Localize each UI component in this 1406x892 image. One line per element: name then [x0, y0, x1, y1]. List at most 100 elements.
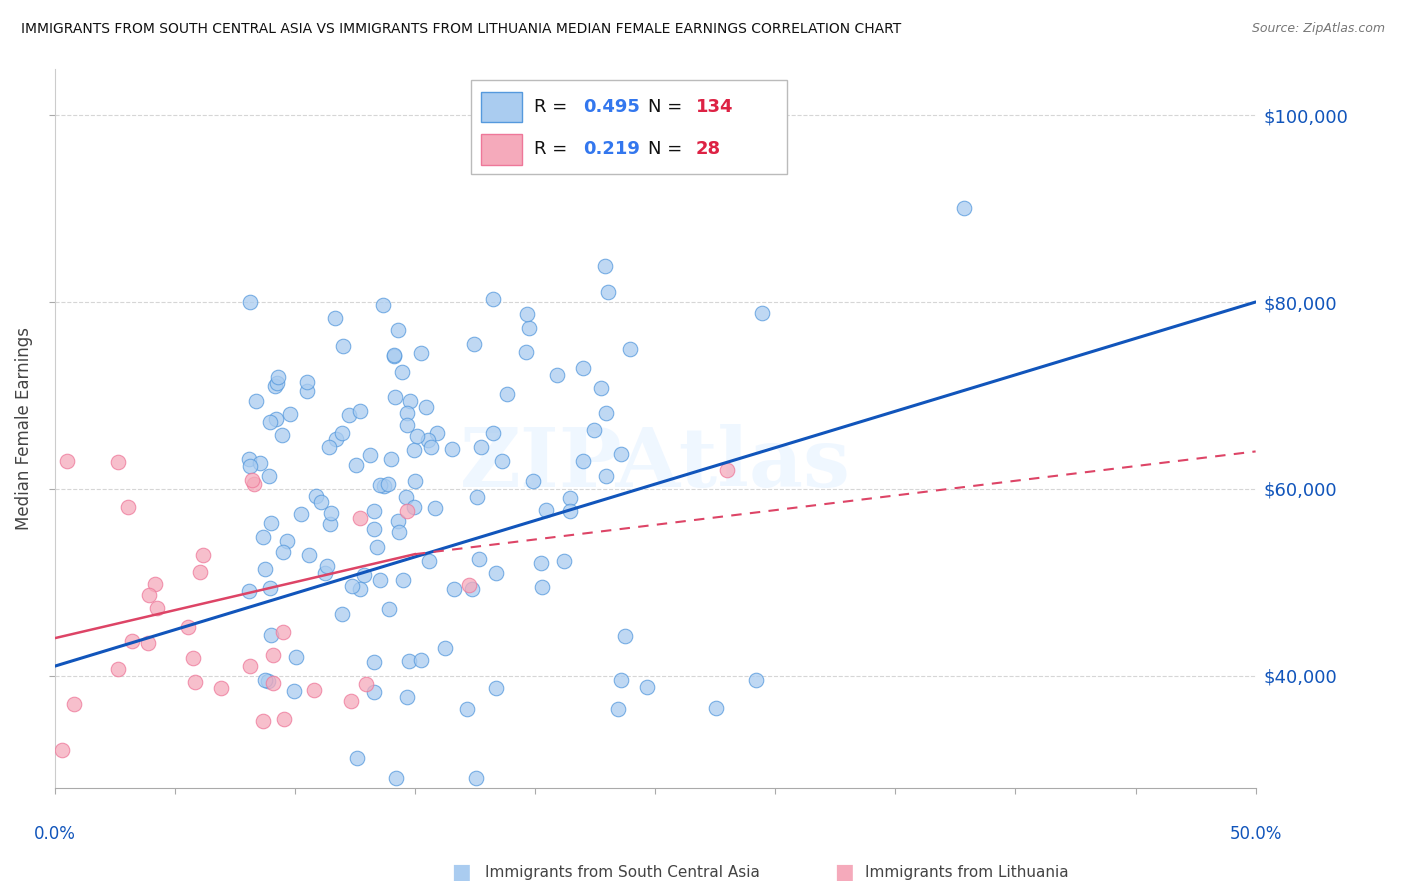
Point — [465, 772, 488, 786]
Text: 0.219: 0.219 — [583, 140, 640, 158]
Point — [273, 712, 295, 726]
Point — [267, 369, 290, 384]
Point — [387, 323, 409, 337]
Point — [259, 415, 281, 429]
Point — [337, 409, 360, 423]
Point — [262, 648, 284, 662]
Point — [553, 554, 575, 568]
Point — [481, 292, 503, 306]
Point — [240, 473, 263, 487]
Point — [190, 566, 212, 580]
Point — [302, 682, 325, 697]
Point — [434, 641, 457, 656]
Point — [239, 458, 262, 473]
Point — [744, 673, 766, 687]
Point — [517, 320, 540, 334]
Point — [716, 463, 738, 477]
Point — [395, 490, 418, 504]
Point — [363, 685, 385, 699]
Point — [349, 511, 371, 525]
Point — [278, 407, 301, 421]
Point — [593, 260, 616, 274]
Point — [290, 507, 312, 521]
Point — [249, 456, 271, 470]
Point — [276, 534, 298, 549]
Point — [485, 566, 508, 580]
Text: ■: ■ — [451, 863, 471, 882]
Point — [609, 673, 631, 688]
Point — [522, 474, 544, 488]
Point — [368, 574, 391, 588]
Point — [242, 476, 264, 491]
Point — [209, 681, 232, 695]
Text: N =: N = — [648, 98, 688, 116]
Point — [595, 406, 617, 420]
Point — [245, 393, 267, 408]
Point — [256, 673, 278, 688]
Point — [377, 477, 399, 491]
Point — [271, 625, 294, 640]
Point — [418, 554, 440, 568]
Point — [395, 504, 418, 518]
Point — [614, 629, 637, 643]
Point — [295, 375, 318, 389]
Point — [330, 607, 353, 621]
Point — [384, 348, 406, 362]
Point — [458, 578, 481, 592]
Text: 0.495: 0.495 — [583, 98, 640, 116]
Point — [441, 442, 464, 456]
Point — [546, 368, 568, 383]
Text: ZIPAtlas: ZIPAtlas — [460, 424, 851, 504]
Point — [346, 458, 368, 473]
Point — [392, 573, 415, 587]
Point — [238, 583, 260, 598]
Point — [332, 338, 354, 352]
Point — [264, 379, 287, 393]
Point — [181, 651, 204, 665]
Point — [465, 491, 488, 505]
Point — [252, 530, 274, 544]
Point — [353, 568, 375, 582]
Point — [346, 751, 368, 765]
Point — [193, 548, 215, 562]
Point — [558, 491, 581, 505]
Point — [314, 566, 336, 580]
Point — [283, 684, 305, 698]
Point — [485, 681, 508, 695]
Point — [177, 620, 200, 634]
Point — [366, 540, 388, 554]
Text: Immigrants from Lithuania: Immigrants from Lithuania — [865, 865, 1069, 880]
Point — [284, 649, 307, 664]
Point — [572, 360, 595, 375]
Text: IMMIGRANTS FROM SOUTH CENTRAL ASIA VS IMMIGRANTS FROM LITHUANIA MEDIAN FEMALE EA: IMMIGRANTS FROM SOUTH CENTRAL ASIA VS IM… — [21, 22, 901, 37]
Point — [373, 478, 395, 492]
Point — [636, 680, 658, 694]
Point — [515, 345, 537, 359]
Point — [388, 524, 411, 539]
Point — [239, 659, 262, 673]
Point — [415, 400, 437, 414]
Point — [953, 202, 976, 216]
Point — [107, 662, 129, 676]
Point — [482, 425, 505, 440]
Point — [295, 384, 318, 398]
Point — [330, 426, 353, 441]
Point — [619, 343, 641, 357]
Point — [363, 655, 385, 669]
Point — [420, 440, 443, 454]
Point — [463, 337, 485, 351]
Point — [460, 582, 482, 597]
Point — [271, 428, 294, 442]
Point — [359, 448, 381, 462]
Point — [259, 581, 281, 595]
Point — [402, 442, 425, 457]
Point — [468, 552, 491, 566]
Text: 28: 28 — [696, 140, 721, 158]
Point — [385, 772, 408, 786]
Point — [271, 545, 294, 559]
Point — [371, 298, 394, 312]
Point — [636, 150, 658, 164]
Point — [340, 694, 363, 708]
Point — [259, 469, 281, 483]
Point — [416, 433, 439, 447]
